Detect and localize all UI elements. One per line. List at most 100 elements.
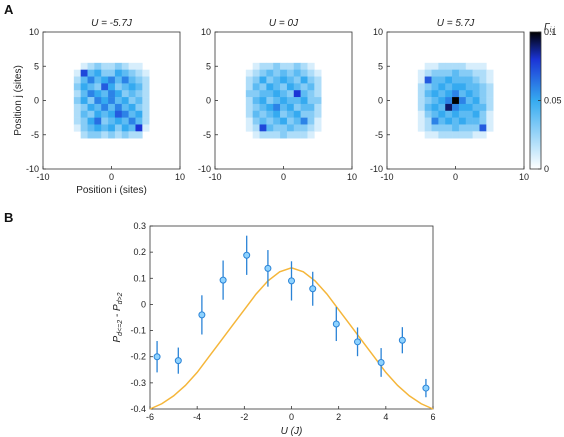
- heatmap-cell: [259, 117, 267, 125]
- heatmap-cell: [431, 83, 439, 91]
- heatmap-cell: [424, 90, 432, 98]
- heatmap-cell: [114, 69, 123, 77]
- heatmap-cell: [94, 117, 102, 125]
- heatmap-cell: [293, 83, 301, 91]
- heatmap-cell: [417, 117, 425, 125]
- heatmap-cell: [445, 131, 453, 139]
- heatmap-cell: [87, 97, 95, 105]
- plot-frame: [149, 225, 434, 410]
- heatmap-cell: [273, 90, 281, 98]
- heatmap-cell: [108, 90, 116, 98]
- heatmap-cell: [438, 117, 446, 125]
- heatmap-cell: [300, 83, 308, 91]
- heatmap-cell: [114, 124, 123, 132]
- heatmap-cell: [87, 69, 95, 77]
- heatmap-cell: [452, 97, 460, 105]
- heatmap-cell: [128, 76, 136, 84]
- heatmap-cell: [300, 103, 308, 112]
- heatmap-cell: [73, 83, 81, 91]
- heatmap-cell: [458, 124, 467, 132]
- heatmap-cell: [280, 117, 288, 125]
- heatmap-cell: [417, 83, 425, 91]
- heatmap-cell: [252, 103, 260, 112]
- heatmap-cell: [314, 110, 322, 118]
- heatmap-cell: [245, 103, 253, 112]
- heatmap-cell: [465, 124, 473, 132]
- heatmap-cell: [438, 83, 446, 91]
- y-tick-label: 0: [141, 299, 146, 309]
- heatmap-cell: [80, 83, 88, 91]
- heatmap-cell: [431, 103, 439, 112]
- heatmap-cell: [424, 103, 432, 112]
- heatmap-cell: [286, 117, 295, 125]
- heatmap-cell: [80, 69, 88, 77]
- heatmap-cell: [245, 76, 253, 84]
- heatmap-cell: [121, 83, 129, 91]
- heatmap-cell: [245, 110, 253, 118]
- heatmap-cell: [314, 103, 322, 112]
- heatmap-cell: [458, 83, 467, 91]
- x-tick-label: 6: [430, 412, 435, 422]
- data-point: [219, 276, 227, 284]
- y-tick-label: -10: [370, 164, 383, 174]
- heatmap-cell: [486, 97, 494, 105]
- heatmap-cell: [452, 110, 460, 118]
- heatmap-cell: [252, 83, 260, 91]
- heatmap-cell: [266, 131, 274, 139]
- heatmap-cell: [424, 62, 432, 70]
- heatmap-cell: [286, 124, 295, 132]
- heatmap-cell: [142, 97, 150, 105]
- heatmap-cell: [73, 90, 81, 98]
- heatmap-cell: [286, 103, 295, 112]
- heatmap-cell: [128, 97, 136, 105]
- heatmap-cell: [121, 97, 129, 105]
- heatmap-cell: [280, 83, 288, 91]
- heatmap-cell: [142, 83, 150, 91]
- heatmap-cell: [87, 83, 95, 91]
- heatmap-cell: [431, 97, 439, 105]
- heatmap-cell: [135, 62, 143, 70]
- heatmap-cell: [452, 90, 460, 98]
- heatmap-cell: [73, 110, 81, 118]
- y-tick-label: 0: [34, 96, 39, 106]
- heatmap-cell: [465, 117, 473, 125]
- heatmap-cell: [417, 124, 425, 132]
- heatmap-cell: [314, 124, 322, 132]
- heatmap-cell: [465, 103, 473, 112]
- heatmap-cell: [307, 97, 315, 105]
- y-tick-label: 10: [373, 27, 383, 37]
- heatmap-cell: [293, 110, 301, 118]
- heatmap-cell: [293, 90, 301, 98]
- data-point: [309, 285, 317, 293]
- heatmap-cell: [486, 117, 494, 125]
- data-point: [243, 251, 251, 259]
- heatmap-cell: [266, 76, 274, 84]
- heatmap-cell: [286, 110, 295, 118]
- heatmap-cell: [479, 76, 487, 84]
- heatmap-cell: [101, 97, 109, 105]
- heatmap-cell: [259, 62, 267, 70]
- heatmap-cell: [259, 110, 267, 118]
- heatmap-cell: [142, 76, 150, 84]
- heatmap-cell: [259, 103, 267, 112]
- x-tick-label: -6: [146, 412, 154, 422]
- heatmap-cell: [135, 131, 143, 139]
- heatmap-cell: [266, 97, 274, 105]
- heatmap-cell: [108, 69, 116, 77]
- heatmap-cell: [108, 83, 116, 91]
- heatmap-cell: [452, 69, 460, 77]
- heatmap-cell: [273, 69, 281, 77]
- heatmap-cell: [458, 117, 467, 125]
- heatmap-cell: [80, 117, 88, 125]
- heatmap-cell: [245, 97, 253, 105]
- heatmap-cell: [252, 117, 260, 125]
- heatmap-cell: [300, 110, 308, 118]
- data-point: [377, 358, 385, 366]
- y-label-mid: - P: [112, 304, 123, 320]
- heatmap-cell: [417, 90, 425, 98]
- heatmap-cell: [452, 83, 460, 91]
- heatmap-cell: [465, 97, 473, 105]
- heatmap-cell: [445, 69, 453, 77]
- scatter-plot: -6 -4 -2 0 2 4 6 0.3 0.2 0.1 0 -0.1 -0.2 -0.3 -0.4 U (J…: [112, 221, 436, 437]
- colorbar-label-main: Γ: [544, 22, 551, 33]
